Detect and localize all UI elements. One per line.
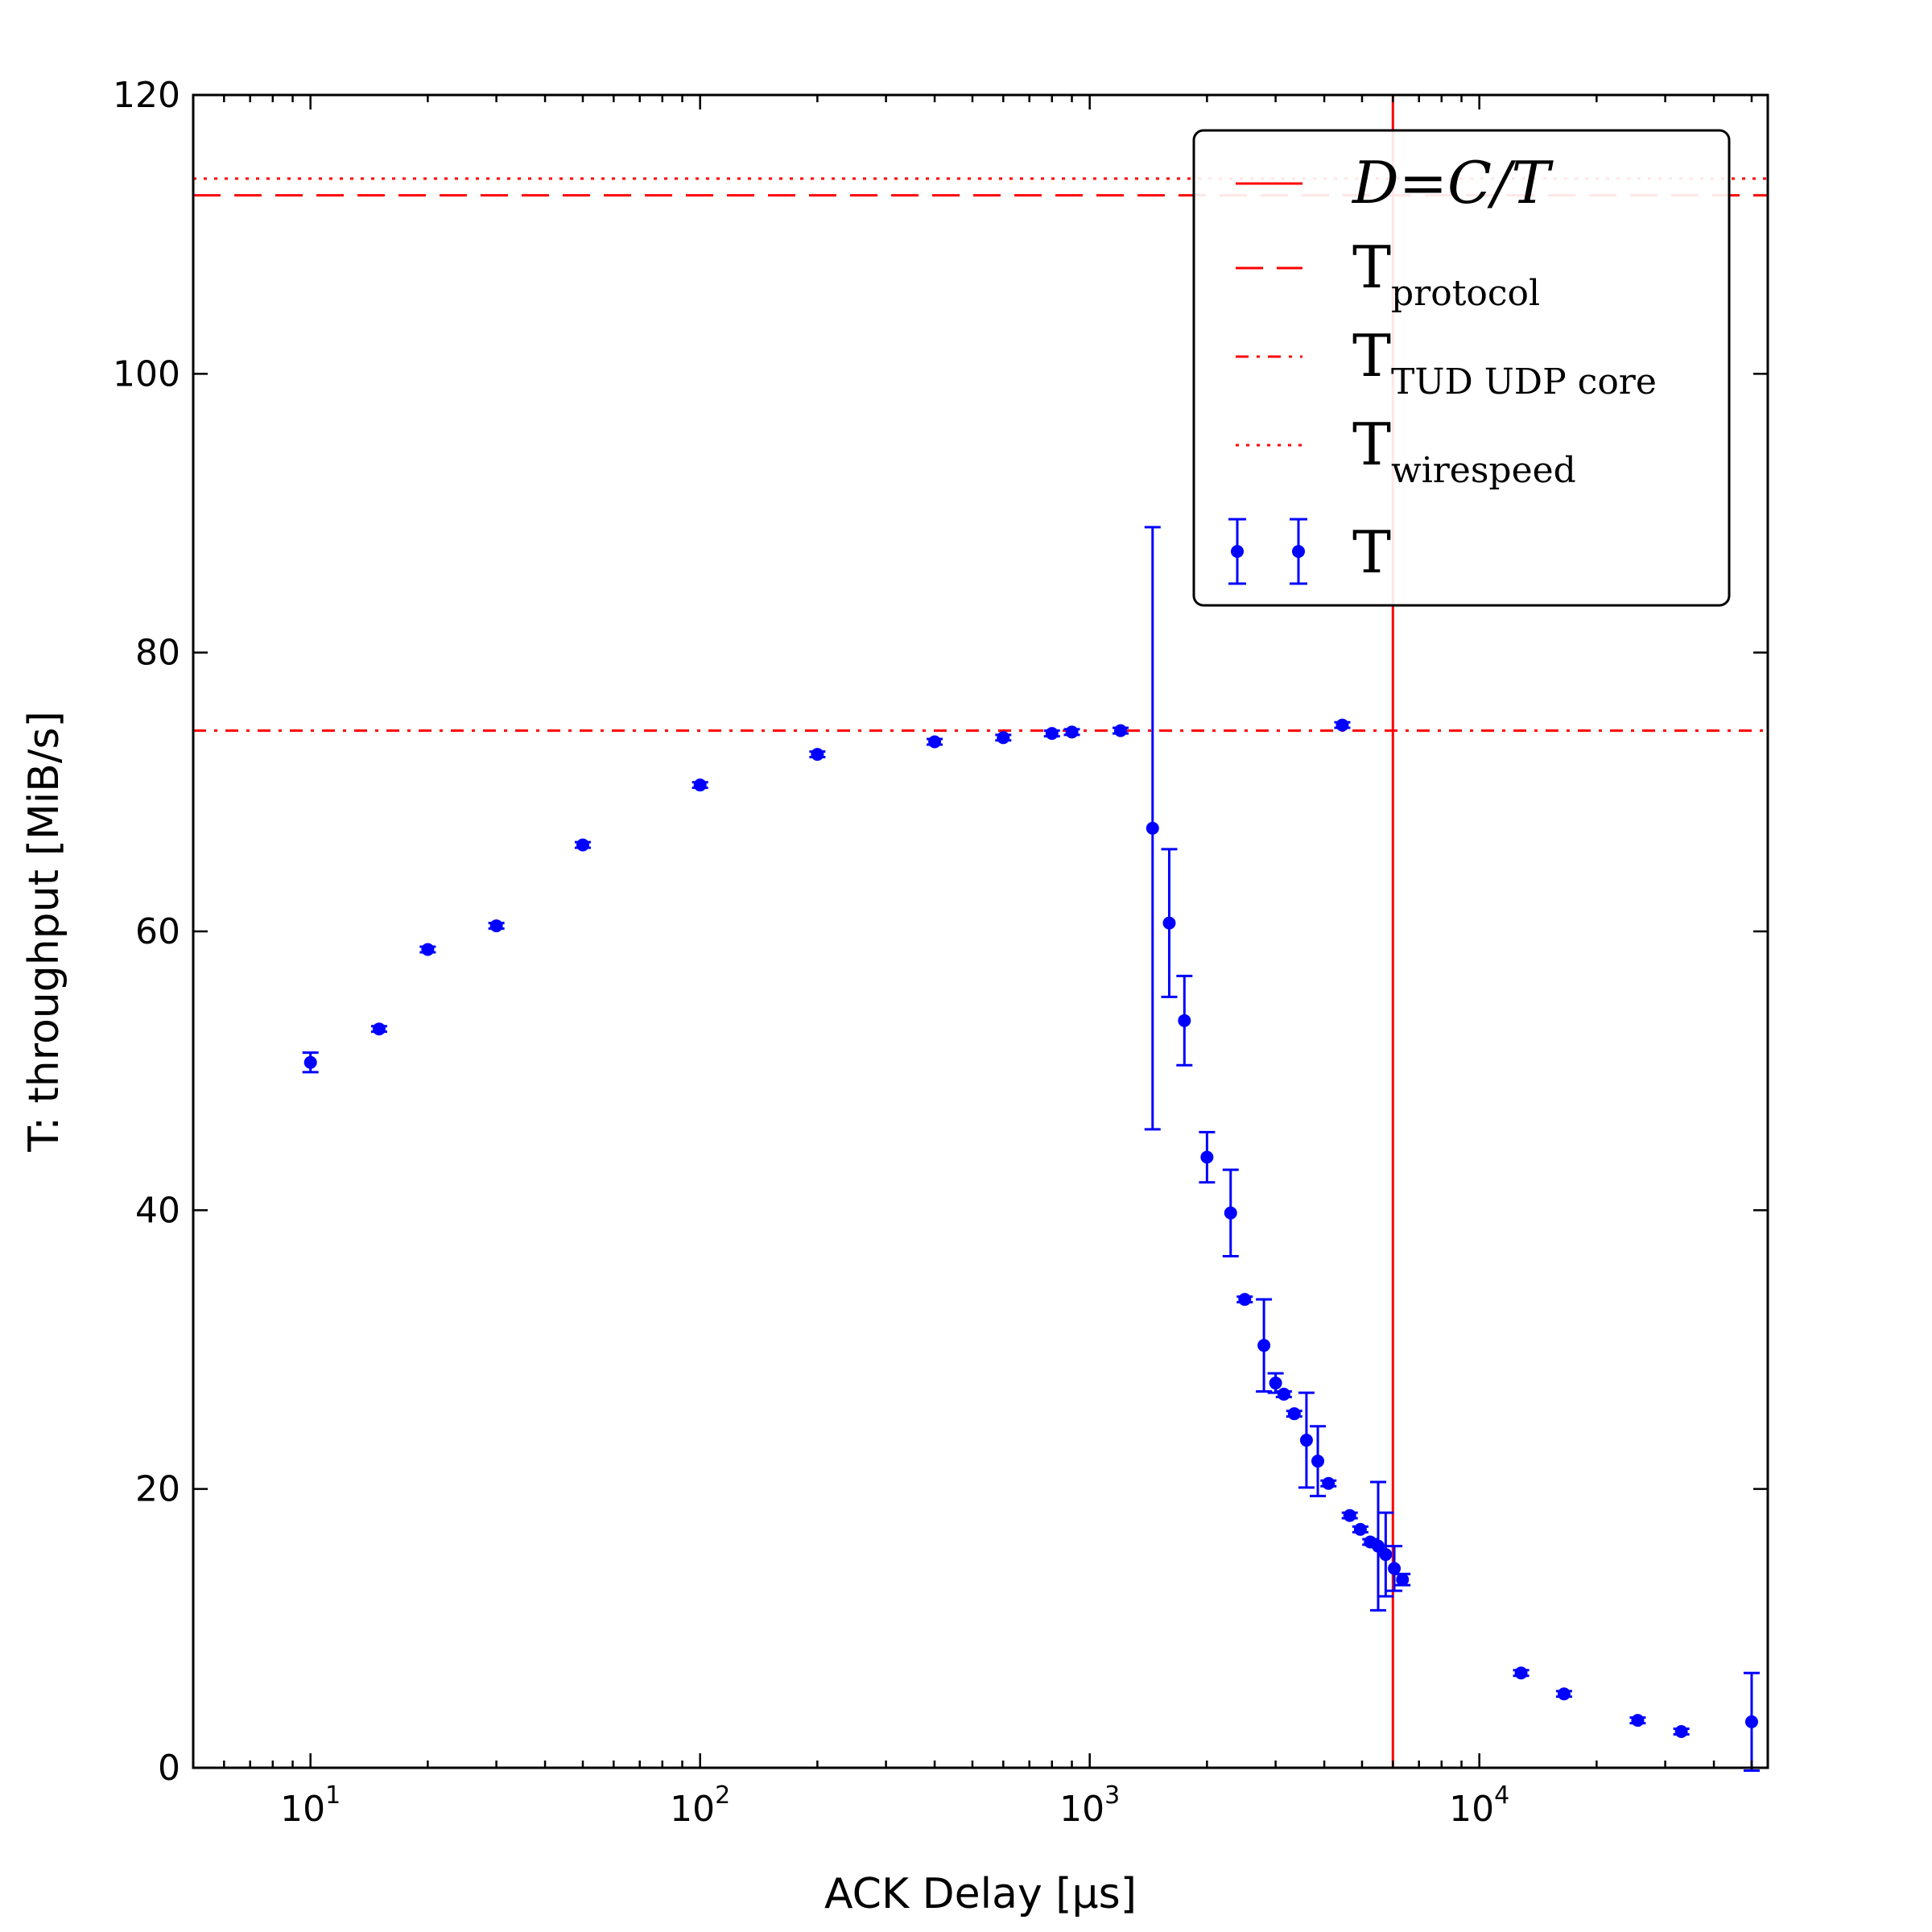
axis-ticks	[192, 93, 1768, 1769]
legend-label: D=C/T	[1351, 149, 1554, 217]
y-tick-label: 0	[158, 1748, 180, 1789]
data-point	[1674, 1724, 1688, 1738]
data-point	[372, 1022, 386, 1036]
legend-label: TTUD UDP core	[1352, 322, 1657, 402]
y-tick-label: 80	[135, 633, 180, 674]
data-points	[303, 718, 1758, 1738]
data-point	[576, 838, 589, 852]
x-tick-label: 103	[1059, 1781, 1120, 1830]
y-tick-label: 20	[135, 1469, 180, 1510]
error-bars	[302, 526, 1760, 1772]
data-point	[1379, 1548, 1393, 1562]
data-point	[1045, 727, 1059, 741]
legend-label: T	[1352, 518, 1391, 586]
data-point	[1178, 1013, 1191, 1027]
data-point	[1287, 1407, 1301, 1421]
data-point	[1372, 1539, 1385, 1553]
legend-label: Tprotocol	[1352, 233, 1540, 314]
data-point	[1257, 1339, 1271, 1352]
x-tick-label: 101	[280, 1781, 341, 1830]
data-point	[1343, 1509, 1356, 1522]
data-point	[1388, 1562, 1402, 1575]
data-point	[1238, 1293, 1252, 1307]
data-point	[1114, 724, 1128, 737]
data-point	[997, 731, 1010, 745]
data-point	[1311, 1455, 1325, 1468]
data-point	[811, 748, 824, 762]
x-axis-label: ACK Delay [μs]	[824, 1870, 1137, 1918]
data-point	[1744, 1715, 1758, 1728]
data-point	[1269, 1377, 1282, 1390]
data-point	[421, 943, 435, 956]
data-point	[693, 778, 707, 792]
x-tick-label: 104	[1449, 1781, 1509, 1830]
data-point	[1396, 1573, 1410, 1587]
legend-label: Twirespeed	[1352, 411, 1576, 491]
y-axis-label: T: throughput [MiB/s]	[20, 711, 68, 1152]
legend-handle	[1228, 518, 1246, 585]
data-point	[1322, 1476, 1335, 1490]
data-point	[303, 1055, 317, 1069]
y-tick-label: 60	[135, 911, 180, 952]
data-point	[1631, 1714, 1645, 1728]
data-point	[1557, 1687, 1571, 1701]
tick-labels: 0 20 40 60 80 100 120 101 102 103 104	[113, 75, 1509, 1830]
y-tick-label: 40	[135, 1190, 180, 1231]
y-tick-label: 100	[113, 353, 180, 394]
data-point	[1162, 916, 1176, 930]
data-point	[1065, 725, 1079, 739]
y-tick-label: 120	[113, 75, 180, 116]
data-point	[1277, 1387, 1290, 1401]
data-point	[1200, 1150, 1214, 1164]
data-point	[1146, 821, 1159, 835]
data-point	[1353, 1522, 1367, 1536]
x-tick-label: 102	[670, 1781, 730, 1830]
data-point	[928, 735, 942, 749]
data-point	[1514, 1666, 1528, 1680]
data-point	[1335, 718, 1349, 732]
data-point	[1224, 1206, 1237, 1220]
legend-handle	[1290, 518, 1307, 585]
legend-box	[1192, 129, 1731, 607]
data-point	[1299, 1434, 1313, 1447]
data-point	[489, 919, 503, 933]
